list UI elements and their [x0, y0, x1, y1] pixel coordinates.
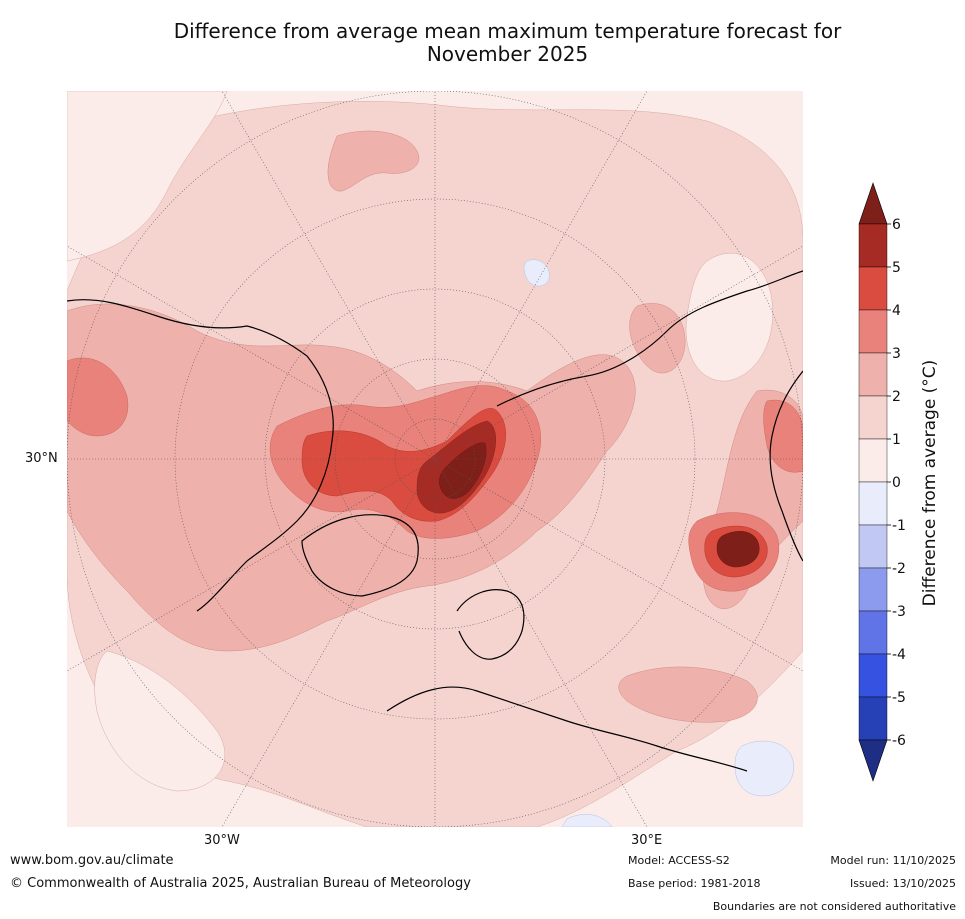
- boundary-disclaimer: Boundaries are not considered authoritat…: [712, 900, 956, 913]
- coastline-scandinavia: [456, 589, 525, 660]
- colorbar-band-4: [858, 395, 888, 440]
- colorbar: 6 5 4 3 2 1 0 -1 -2 -3 -4 -5 -6: [858, 182, 906, 782]
- base-period: Base period: 1981-2018: [628, 877, 761, 890]
- colorbar-band-1: [858, 266, 888, 311]
- coastline-greenland: [301, 514, 419, 597]
- meridian-120w: [67, 245, 436, 460]
- copyright-notice: © Commonwealth of Australia 2025, Austra…: [10, 876, 471, 891]
- issued-date: Issued: 13/10/2025: [849, 877, 956, 890]
- colorbar-tick-label: -4: [892, 647, 906, 663]
- model-run-date: Model run: 11/10/2025: [830, 854, 956, 867]
- anomaly-band-0-neg1-asia: [734, 740, 794, 797]
- colorbar-band-2: [858, 309, 888, 354]
- anomaly-band-3-4-east: [763, 399, 803, 473]
- colorbar-tick-label: -1: [892, 518, 906, 534]
- anomaly-band-0-neg1-north: [523, 259, 550, 287]
- coastline-north-america: [67, 299, 334, 612]
- colorbar-band-6: [858, 481, 888, 526]
- colorbar-band-10: [858, 653, 888, 698]
- colorbar-tick-label: 4: [892, 303, 901, 319]
- anomaly-band-0-neg1-south: [561, 814, 613, 827]
- colorbar-tick-label: 2: [892, 389, 901, 405]
- colorbar-band-3: [858, 352, 888, 397]
- colorbar-tick-label: 3: [892, 346, 901, 362]
- colorbar-tick-label: -6: [892, 733, 906, 749]
- anomaly-band-2-3-north: [327, 130, 420, 192]
- colorbar-band-9: [858, 610, 888, 655]
- colorbar-tick-label: 1: [892, 432, 901, 448]
- colorbar-label: Difference from average (°C): [920, 359, 940, 607]
- anomaly-band-1-2-north: [67, 91, 228, 262]
- colorbar-tick-label: -2: [892, 561, 906, 577]
- meridian-30w: [221, 458, 436, 827]
- coastlines: [67, 270, 803, 772]
- title-line-1: Difference from average mean maximum tem…: [173, 19, 842, 43]
- colorbar-band-11: [858, 696, 888, 741]
- anomaly-band-2-3-ne: [629, 303, 686, 374]
- colorbar-band-0: [858, 223, 888, 268]
- colorbar-tick-label: 5: [892, 260, 901, 276]
- colorbar-extend-bottom: [858, 739, 888, 782]
- colorbar-band-8: [858, 567, 888, 612]
- lon-label-30w: 30°W: [204, 833, 240, 848]
- anomaly-band-6-plus: [439, 442, 487, 499]
- colorbar-tick-label: -5: [892, 690, 906, 706]
- coastline-eurasia-north: [496, 270, 803, 407]
- meridian-120e: [434, 245, 803, 460]
- parallel-45n: [174, 198, 696, 720]
- parallel-60n: [264, 288, 606, 630]
- colorbar-tick-label: -3: [892, 604, 906, 620]
- anomaly-band-1-2-ne-gap: [685, 252, 774, 382]
- colorbar-tick-label: 0: [892, 475, 901, 491]
- source-url[interactable]: www.bom.gov.au/climate: [10, 853, 174, 868]
- temperature-anomaly-map: [67, 91, 803, 827]
- model-name: Model: ACCESS-S2: [628, 854, 730, 867]
- meridian-150w: [221, 91, 436, 460]
- colorbar-band-5: [858, 438, 888, 483]
- anomaly-band-2-3-south: [618, 666, 758, 723]
- coastline-asia-east: [769, 370, 803, 562]
- map-title: Difference from average mean maximum tem…: [0, 20, 965, 66]
- title-line-2: November 2025: [426, 42, 589, 66]
- graticule: [67, 91, 803, 827]
- coastline-europe: [386, 686, 748, 772]
- colorbar-tick-label: 6: [892, 217, 901, 233]
- anomaly-band-5-6-asia: [716, 531, 760, 568]
- anomaly-band-3-4-west: [67, 357, 129, 437]
- colorbar-extend-top: [858, 182, 888, 225]
- colorbar-band-7: [858, 524, 888, 569]
- lon-label-30e: 30°E: [631, 833, 663, 848]
- anomaly-band-1-2-sw-gap: [94, 650, 226, 792]
- lat-label-30n: 30°N: [25, 451, 58, 466]
